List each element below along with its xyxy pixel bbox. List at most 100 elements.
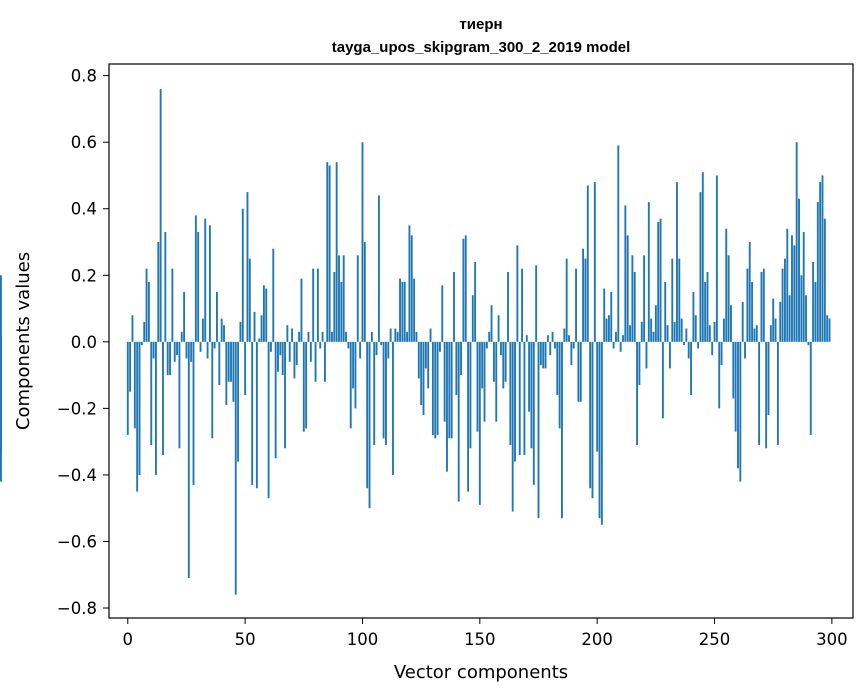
bar-213 <box>626 235 629 342</box>
bar-86 <box>328 165 331 342</box>
bar-61 <box>270 341 272 352</box>
bar-116 <box>399 278 401 342</box>
bar-252 <box>718 341 721 409</box>
bar-129 <box>429 328 432 342</box>
bar-141 <box>457 341 460 502</box>
bar-246 <box>704 281 707 342</box>
bar-289 <box>805 295 807 342</box>
bar-126 <box>422 341 425 416</box>
bar-52 <box>248 258 251 342</box>
bar-144 <box>464 235 467 342</box>
bar-232 <box>671 258 674 342</box>
bar-262 <box>741 301 744 342</box>
x-tick-label: 0 <box>123 630 134 649</box>
bar-87 <box>331 331 333 342</box>
bar-27 <box>190 341 193 362</box>
bar-96 <box>352 341 355 389</box>
bar-220 <box>643 255 646 342</box>
bar-47 <box>237 341 240 462</box>
bar-55 <box>255 341 258 489</box>
y-tick-label: 0.0 <box>71 333 97 352</box>
bar-125 <box>420 341 423 406</box>
bar-261 <box>739 341 742 482</box>
bar-64 <box>277 341 279 372</box>
bar-158 <box>497 315 500 342</box>
bar-231 <box>668 341 671 369</box>
bar-37 <box>213 341 216 349</box>
bar-70 <box>291 328 294 342</box>
bar-191 <box>575 268 577 342</box>
bar-189 <box>570 341 573 366</box>
bar-195 <box>584 258 587 342</box>
bar-228 <box>661 341 664 419</box>
bar-272 <box>765 341 768 449</box>
bar-171 <box>528 341 531 412</box>
bar-146 <box>469 341 472 449</box>
bar-19 <box>171 268 174 342</box>
bar-95 <box>349 341 352 429</box>
bar-219 <box>640 321 643 342</box>
bar-225 <box>654 305 657 342</box>
bar-136 <box>446 341 448 472</box>
bar-160 <box>502 341 505 389</box>
bar-208 <box>615 331 617 342</box>
bar-63 <box>274 341 277 459</box>
bar-151 <box>481 341 484 389</box>
bar-205 <box>607 315 610 342</box>
bar-139 <box>453 271 455 342</box>
bar-85 <box>326 162 329 342</box>
bar-260 <box>737 341 739 469</box>
bar-142 <box>460 341 462 376</box>
bar-41 <box>223 325 225 342</box>
bar-183 <box>556 341 559 396</box>
bar-235 <box>678 258 681 342</box>
bar-263 <box>744 341 746 359</box>
bar-215 <box>631 255 634 342</box>
bar-188 <box>568 335 570 342</box>
bar-24 <box>183 291 186 342</box>
bar-286 <box>798 198 800 342</box>
bar-157 <box>495 341 498 422</box>
bar-173 <box>532 341 535 485</box>
bar-175 <box>537 341 540 519</box>
bar-103 <box>368 341 371 509</box>
bar-5 <box>138 341 141 475</box>
bar-82 <box>319 341 322 349</box>
bar-69 <box>288 341 291 362</box>
bar-74 <box>300 278 303 342</box>
bar-32 <box>201 318 204 342</box>
bar-298 <box>826 315 829 342</box>
bar-76 <box>305 341 308 429</box>
bar-88 <box>333 271 336 342</box>
bar-202 <box>600 341 603 525</box>
y-tick-label: −0.8 <box>57 599 97 618</box>
bar-73 <box>298 331 301 342</box>
bar-54 <box>253 311 256 342</box>
bar-162 <box>507 271 509 342</box>
bar-118 <box>403 281 406 342</box>
bar-79 <box>312 268 315 342</box>
bar-271 <box>762 268 765 342</box>
bar-75 <box>302 341 305 432</box>
bar-256 <box>727 255 730 342</box>
bar-221 <box>645 341 648 369</box>
bar-224 <box>652 331 655 342</box>
bar-206 <box>610 291 613 342</box>
bar-184 <box>558 341 561 429</box>
bar-257 <box>730 305 732 342</box>
bar-159 <box>500 341 502 356</box>
bar-296 <box>821 175 824 342</box>
bar-140 <box>455 341 458 396</box>
bar-99 <box>359 341 362 359</box>
bar-137 <box>448 341 451 439</box>
bar-10 <box>150 341 153 445</box>
bar-72 <box>295 341 298 366</box>
bar-undefined <box>0 341 2 482</box>
y-tick-label: −0.6 <box>57 532 97 551</box>
bar-11 <box>152 341 155 359</box>
bar-166 <box>516 245 519 342</box>
bar-123 <box>415 331 418 342</box>
bar-45 <box>232 341 235 402</box>
bar-65 <box>279 341 282 356</box>
bar-108 <box>380 341 383 346</box>
